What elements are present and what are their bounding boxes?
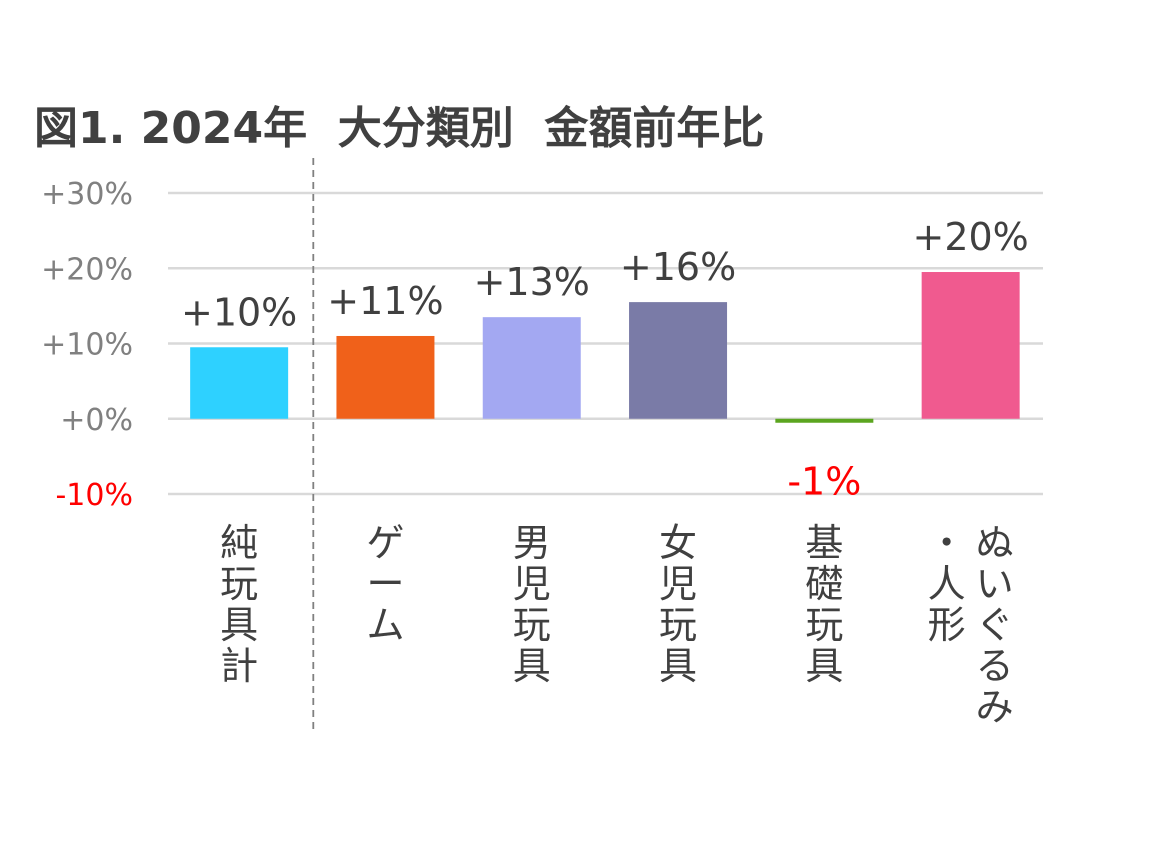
data-label: +11% [327, 279, 443, 323]
y-tick-label: +10% [41, 328, 133, 363]
data-label: +16% [620, 245, 736, 289]
bar [190, 347, 289, 419]
category-label: ゲーム [366, 521, 404, 647]
y-tick-label: +30% [41, 177, 133, 212]
bar [629, 302, 728, 419]
bar [921, 272, 1020, 419]
chart-title: 図1. 2024年 大分類別 金額前年比 [34, 103, 765, 154]
bar [482, 317, 581, 419]
category-label: 女児玩具 [659, 521, 697, 688]
data-label: +20% [912, 215, 1028, 259]
category-label: 男児玩具 [513, 521, 551, 688]
category-label: 基礎玩具 [805, 521, 843, 688]
data-label: +13% [474, 260, 590, 304]
data-label: -1% [787, 460, 861, 504]
y-tick-label: -10% [55, 478, 133, 513]
bar [336, 335, 435, 419]
category-label: ぬいぐるみ [976, 521, 1014, 729]
y-tick-label: +0% [60, 403, 133, 438]
bar [775, 418, 874, 423]
y-tick-label: +20% [41, 252, 133, 287]
category-label: ・人形 [928, 521, 966, 647]
data-label: +10% [181, 290, 297, 334]
category-label: 純玩具計 [220, 521, 258, 688]
